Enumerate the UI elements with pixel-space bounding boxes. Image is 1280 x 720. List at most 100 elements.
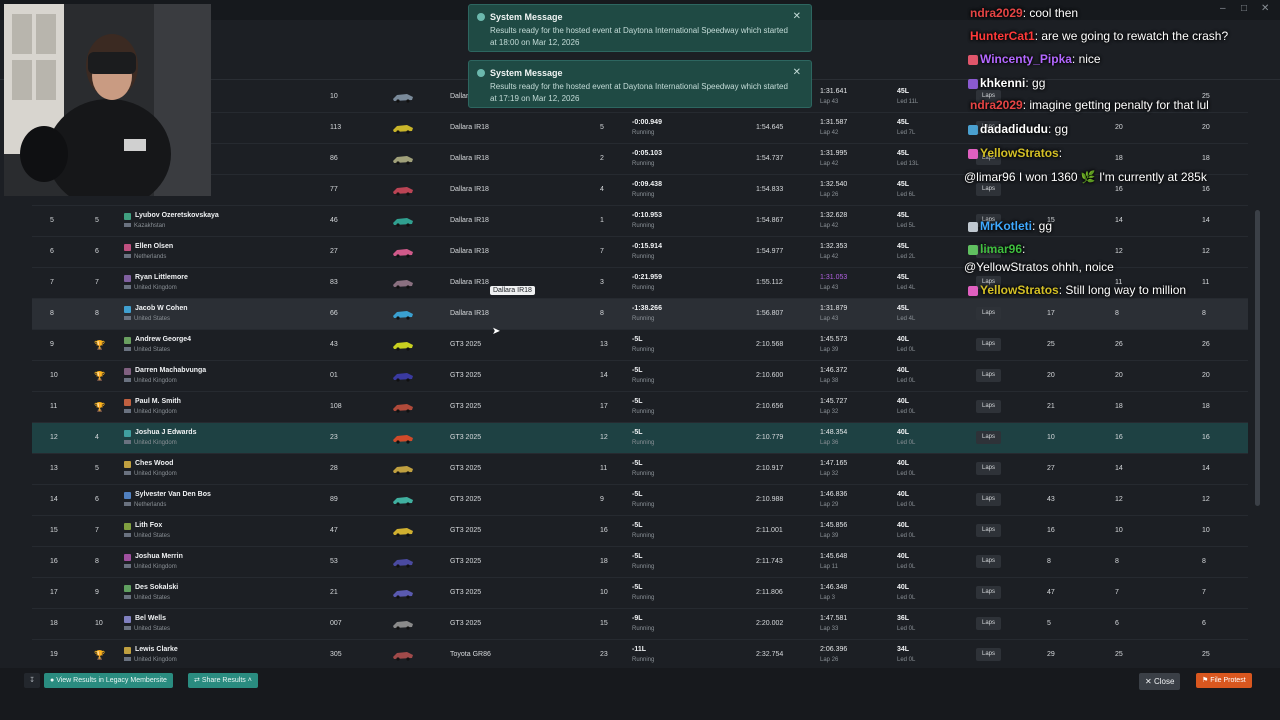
laps-button[interactable]: Laps xyxy=(976,555,1001,568)
chat-message: limar96: xyxy=(968,242,1025,256)
laps-button[interactable]: Laps xyxy=(976,648,1001,661)
table-row[interactable]: 18 10 Bel Wells United States 007 GT3 2025 15 -… xyxy=(32,609,1248,640)
driver-avatar xyxy=(124,461,131,468)
table-row[interactable]: 10 🏆 Darren Machabvunga United Kingdom 01 GT3… xyxy=(32,361,1248,392)
trophy-icon: 🏆 xyxy=(94,402,106,412)
close-button[interactable]: ✕ Close xyxy=(1139,673,1181,690)
table-row[interactable]: 77 Dallara IR18 4 -0:09.438 Running 1:54.833 1… xyxy=(32,175,1248,206)
laps-button[interactable]: Laps xyxy=(976,493,1001,506)
laps-button[interactable]: Laps xyxy=(976,152,1001,165)
chat-username[interactable]: Wincenty_Pipka xyxy=(980,52,1072,66)
chat-username[interactable]: HunterCat1 xyxy=(970,29,1035,43)
driver-name[interactable]: Darren Machabvunga xyxy=(135,367,207,374)
laps-button[interactable]: Laps xyxy=(976,524,1001,537)
chat-badge-icon xyxy=(968,221,978,232)
laps-button[interactable]: Laps xyxy=(976,617,1001,630)
table-row[interactable]: 8 8 Jacob W Cohen United States 66 Dallara IR… xyxy=(32,299,1248,330)
share-results-button[interactable]: ⇄ Share Results ˄ xyxy=(188,673,258,688)
laps-button[interactable]: Laps xyxy=(976,307,1001,320)
best-lap-time: 1:46.372 xyxy=(820,367,848,374)
close-window-icon[interactable]: ✕ xyxy=(1261,3,1270,14)
chat-username[interactable]: YellowStratos xyxy=(980,283,1059,297)
driver-name[interactable]: Ryan Littlemore xyxy=(135,274,188,281)
laps-button[interactable]: Laps xyxy=(976,276,1001,289)
class-position: 5 xyxy=(95,465,99,472)
laps-button[interactable]: Laps xyxy=(976,245,1001,258)
best-lap-time: 1:31.587 xyxy=(820,119,848,126)
car-icon xyxy=(392,308,414,320)
driver-name[interactable]: Lith Fox xyxy=(135,522,163,529)
table-row[interactable]: 13 5 Ches Wood United Kingdom 28 GT3 2025 11 -5… xyxy=(32,454,1248,485)
driver-name[interactable]: Ellen Olsen xyxy=(135,243,174,250)
laps-button[interactable]: Laps xyxy=(976,214,1001,227)
table-row[interactable]: 12 4 Joshua J Edwards United Kingdom 23 GT3 2… xyxy=(32,423,1248,454)
chat-username[interactable]: ndra2029 xyxy=(970,6,1023,20)
driver-name[interactable]: Des Sokalski xyxy=(135,584,179,591)
table-row[interactable]: 6 6 Ellen Olsen Netherlands 27 Dallara IR18 7 -… xyxy=(32,237,1248,268)
driver-name[interactable]: Sylvester Van Den Bos xyxy=(135,491,211,498)
laps-completed: 40L xyxy=(897,429,910,436)
driver-name[interactable]: Jacob W Cohen xyxy=(135,305,188,312)
scrollbar[interactable] xyxy=(1255,210,1260,506)
driver-name[interactable]: Bel Wells xyxy=(135,615,166,622)
laps-led: Led 2L xyxy=(897,254,916,260)
table-row[interactable]: 11 🏆 Paul M. Smith United Kingdom 108 GT3 202… xyxy=(32,392,1248,423)
chat-badge-icon xyxy=(968,54,978,65)
driver-name[interactable]: Paul M. Smith xyxy=(135,398,181,405)
driver-name[interactable]: Joshua Merrin xyxy=(135,553,183,560)
table-row[interactable]: 113 Dallara IR18 5 -0:00.949 Running 1:54.645… xyxy=(32,113,1248,144)
laps-button[interactable]: Laps xyxy=(976,338,1001,351)
driver-country: Kazakhstan xyxy=(124,223,165,254)
table-row[interactable]: 14 6 Sylvester Van Den Bos Netherlands 89 GT3… xyxy=(32,485,1248,516)
championship-points: 11 xyxy=(1115,279,1123,286)
table-row[interactable]: 5 5 Lyubov Ozeretskovskaya Kazakhstan 46 Dall… xyxy=(32,206,1248,237)
driver-name[interactable]: Lyubov Ozeretskovskaya xyxy=(135,212,219,219)
file-protest-button[interactable]: ⚑ File Protest xyxy=(1196,673,1252,688)
close-icon[interactable]: ✕ xyxy=(792,11,801,22)
table-row[interactable]: 17 9 Des Sokalski United States 21 GT3 2025 10… xyxy=(32,578,1248,609)
laps-button[interactable]: Laps xyxy=(976,586,1001,599)
chat-username[interactable]: ndra2029 xyxy=(970,98,1023,112)
legacy-membersite-button[interactable]: ● View Results in Legacy Membersite xyxy=(44,673,173,688)
table-row[interactable]: 7 7 Ryan Littlemore United Kingdom 83 Dallara… xyxy=(32,268,1248,299)
starting-position: 4 xyxy=(600,186,604,193)
driver-name[interactable]: Ches Wood xyxy=(135,460,174,467)
chat-username[interactable]: MrKotleti xyxy=(980,219,1032,233)
car-name: GT3 2025 xyxy=(450,558,482,565)
chat-username[interactable]: khkenni xyxy=(980,76,1026,90)
car-icon xyxy=(392,432,414,444)
driver-name[interactable]: Lewis Clarke xyxy=(135,646,178,653)
laps-button[interactable]: Laps xyxy=(976,400,1001,413)
laps-button[interactable]: Laps xyxy=(976,462,1001,475)
car-number: 43 xyxy=(330,341,338,348)
minimize-icon[interactable]: – xyxy=(1220,3,1226,14)
interval-gap: -0:21.959 xyxy=(632,274,662,281)
chat-username[interactable]: YellowStratos xyxy=(980,146,1059,160)
download-icon[interactable]: ↧ xyxy=(24,673,40,688)
chat-message: MrKotleti: gg xyxy=(968,219,1052,233)
table-row[interactable]: 19 🏆 Lewis Clarke United Kingdom 305 Toyota G… xyxy=(32,640,1248,668)
table-row[interactable]: 16 8 Joshua Merrin United Kingdom 53 GT3 2025… xyxy=(32,547,1248,578)
laps-button[interactable]: Laps xyxy=(976,431,1001,444)
driver-name[interactable]: Andrew George4 xyxy=(135,336,192,343)
table-row[interactable]: 9 🏆 Andrew George4 United States 43 GT3 2025 1… xyxy=(32,330,1248,361)
incidents-value: 20 xyxy=(1047,372,1055,379)
close-icon[interactable]: ✕ xyxy=(792,67,801,78)
driver-country: United Kingdom xyxy=(124,378,177,409)
table-row[interactable]: 86 Dallara IR18 2 -0:05.103 Running 1:54.737 1… xyxy=(32,144,1248,175)
incidents-value: 10 xyxy=(1047,434,1055,441)
table-row[interactable]: 15 7 Lith Fox United States 47 GT3 2025 16 -5L R… xyxy=(32,516,1248,547)
laps-button[interactable]: Laps xyxy=(976,90,1001,103)
laps-button[interactable]: Laps xyxy=(976,369,1001,382)
finish-position: 10 xyxy=(50,372,58,379)
laps-button[interactable]: Laps xyxy=(976,183,1001,196)
chat-username[interactable]: limar96 xyxy=(980,242,1023,256)
car-number: 10 xyxy=(330,93,338,100)
laps-led: Led 5L xyxy=(897,223,916,229)
maximize-icon[interactable]: □ xyxy=(1241,3,1248,14)
laps-button[interactable]: Laps xyxy=(976,121,1001,134)
car-name: GT3 2025 xyxy=(450,434,482,441)
chat-username[interactable]: dadadidudu xyxy=(980,122,1048,136)
best-lap-time: 1:31.053 xyxy=(820,274,848,281)
driver-name[interactable]: Joshua J Edwards xyxy=(135,429,197,436)
